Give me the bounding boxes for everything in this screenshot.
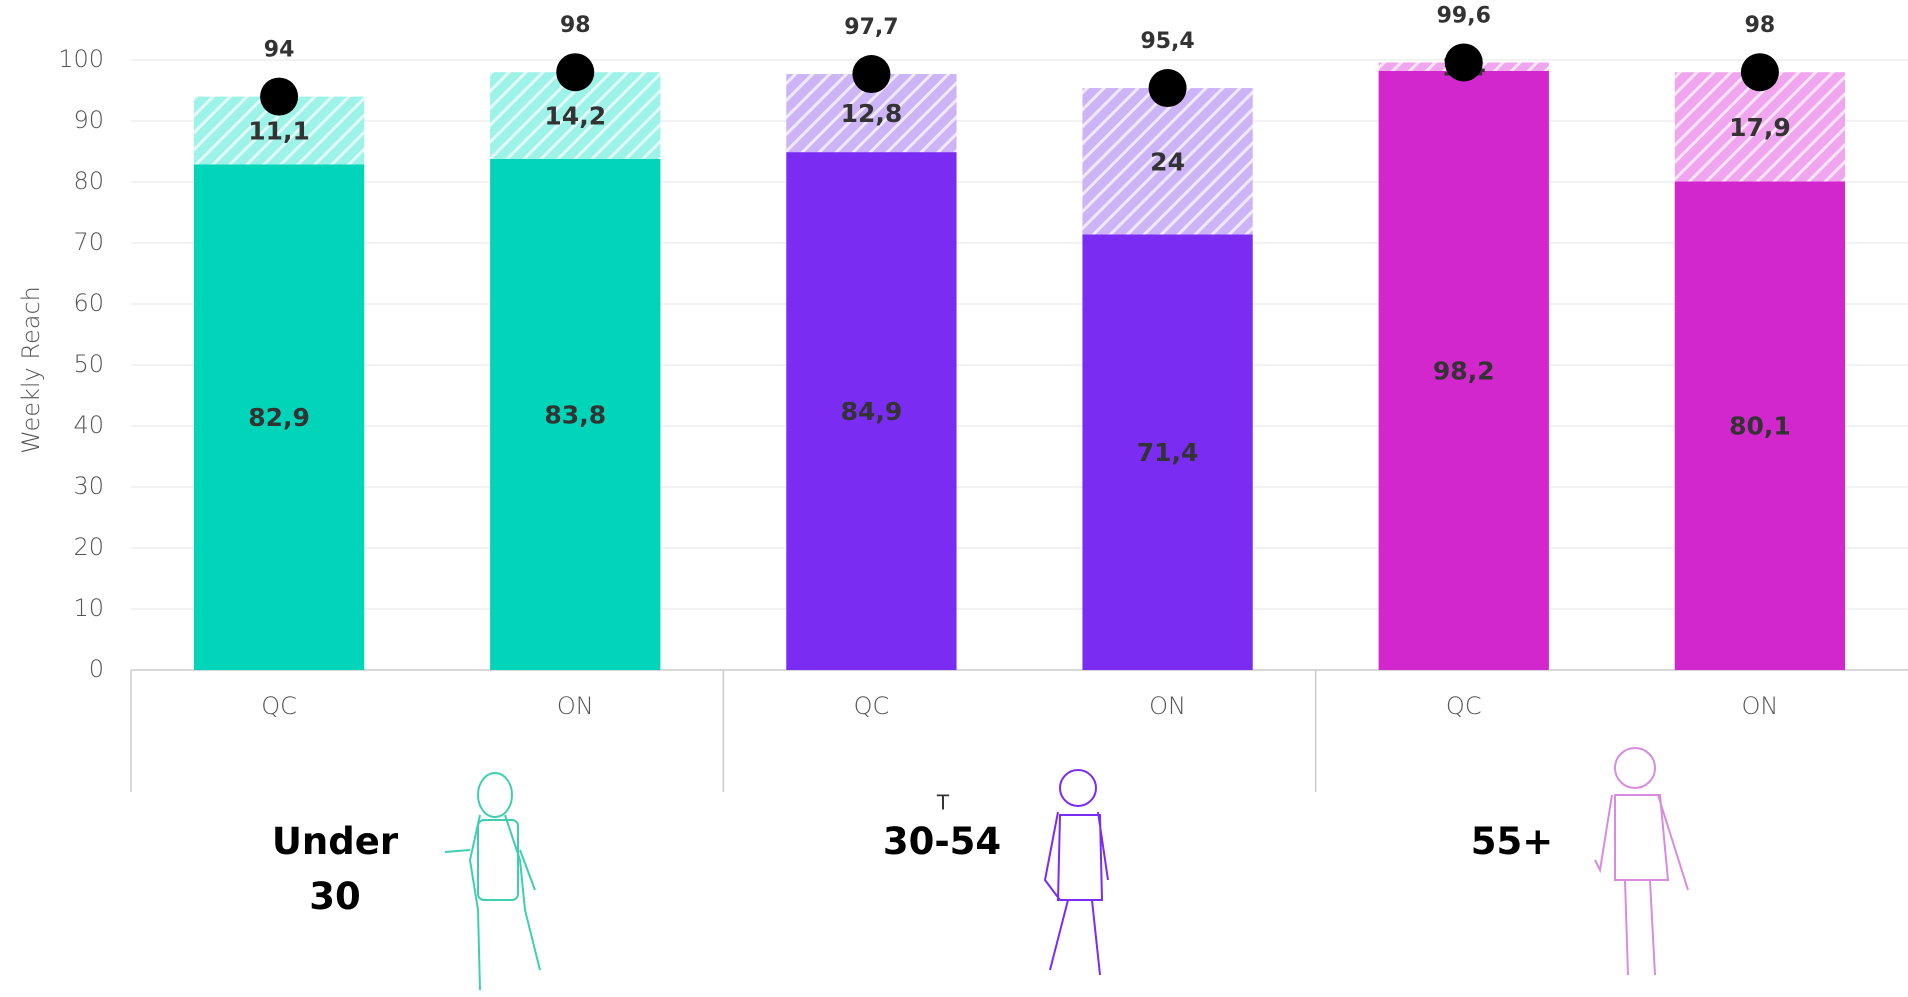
figure-30-54 xyxy=(1043,769,1109,976)
total-label: 98 xyxy=(1745,13,1776,38)
data-label: 80,1 xyxy=(1729,412,1791,441)
y-tick-label: 20 xyxy=(73,533,104,561)
bar-segment xyxy=(1378,70,1549,671)
total-marker xyxy=(852,55,891,94)
illustrations xyxy=(444,747,1689,991)
x-tick-label: QC xyxy=(261,692,297,720)
y-tick-label: 0 xyxy=(89,655,104,683)
bar-segment xyxy=(1082,234,1253,670)
y-tick-label: 100 xyxy=(58,45,104,73)
y-tick-label: 70 xyxy=(73,228,104,256)
data-label: 14,2 xyxy=(544,102,606,131)
data-label: 84,9 xyxy=(841,397,903,426)
data-label: 17,9 xyxy=(1729,113,1791,142)
y-tick-label: 60 xyxy=(73,289,104,317)
total-label: 98 xyxy=(560,13,591,38)
figure-55 xyxy=(1594,747,1689,976)
bar-segment xyxy=(193,164,365,670)
data-label: 24 xyxy=(1150,147,1185,176)
data-label: 82,9 xyxy=(248,403,310,432)
total-marker xyxy=(1148,69,1187,108)
group-label: Under 30 xyxy=(272,820,399,918)
y-tick-label: 80 xyxy=(73,167,104,195)
total-label: 95,4 xyxy=(1140,29,1194,54)
y-tick-label: 10 xyxy=(73,594,104,622)
bar-segment xyxy=(786,152,957,671)
annotation: T xyxy=(936,791,950,815)
y-tick-label: 90 xyxy=(73,106,104,134)
figure-under-30 xyxy=(444,772,541,991)
bar-segment xyxy=(1082,88,1253,235)
total-marker xyxy=(1740,53,1779,92)
data-label: 98,2 xyxy=(1433,356,1495,385)
x-tick-label: ON xyxy=(557,692,594,720)
total-label: 97,7 xyxy=(844,15,898,40)
group-label: 30-54 xyxy=(883,820,1001,863)
x-tick-label: QC xyxy=(1446,692,1482,720)
bar-segment xyxy=(1674,181,1846,670)
y-tick-label: 40 xyxy=(73,411,104,439)
data-label: 71,4 xyxy=(1137,438,1199,467)
total-label: 99,6 xyxy=(1437,3,1491,28)
data-label: 83,8 xyxy=(544,400,606,429)
y-tick-label: 30 xyxy=(73,472,104,500)
total-marker xyxy=(260,77,299,116)
x-tick-label: ON xyxy=(1149,692,1186,720)
y-axis-label: Weekly Reach xyxy=(17,286,45,454)
total-marker xyxy=(556,53,595,92)
total-marker xyxy=(1444,43,1483,82)
total-label: 94 xyxy=(264,38,295,63)
data-label: 12,8 xyxy=(841,99,903,128)
bar-segment xyxy=(490,158,661,670)
y-tick-label: 50 xyxy=(73,350,104,378)
data-label: 11,1 xyxy=(248,116,310,145)
x-tick-label: ON xyxy=(1741,692,1778,720)
x-tick-label: QC xyxy=(854,692,890,720)
group-label: 55+ xyxy=(1471,820,1554,863)
